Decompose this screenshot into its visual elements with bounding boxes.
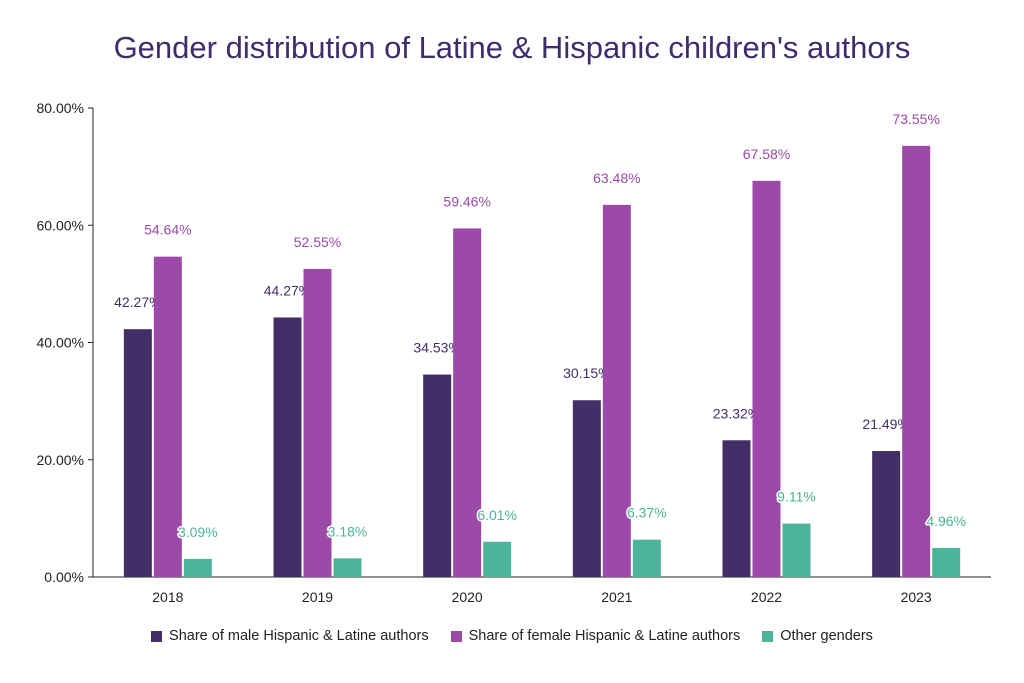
legend-swatch-other <box>762 630 774 642</box>
x-tick-label: 2021 <box>601 589 632 605</box>
data-label: 4.96% <box>926 513 966 529</box>
data-label: 63.48% <box>593 170 640 186</box>
legend-item-male: Share of male Hispanic & Latine authors <box>151 628 429 644</box>
bar-2023-series-1 <box>902 145 931 578</box>
data-label: 6.37% <box>627 505 667 521</box>
data-label: 44.27% <box>264 282 311 298</box>
data-label: 52.55% <box>294 234 341 250</box>
data-label: 3.18% <box>328 523 368 539</box>
x-tick-label: 2020 <box>452 589 483 605</box>
bar-2022-series-2 <box>782 523 811 577</box>
bar-2021-series-2 <box>632 539 661 577</box>
data-label: 54.64% <box>144 222 191 238</box>
x-tick-label: 2022 <box>751 589 782 605</box>
bar-2018-series-1 <box>153 256 182 577</box>
bar-2021-series-1 <box>602 204 631 577</box>
data-label: 6.01% <box>477 507 517 523</box>
legend-swatch-female <box>450 630 462 642</box>
y-tick-label: 40.00% <box>37 335 84 351</box>
bar-2018-series-2 <box>183 558 212 577</box>
bar-2020-series-0 <box>423 374 452 577</box>
x-tick-label: 2019 <box>302 589 333 605</box>
data-label: 30.15% <box>563 365 610 381</box>
bar-2019-series-0 <box>273 317 302 577</box>
data-label: 21.49% <box>862 416 909 432</box>
data-label: 59.46% <box>443 193 490 209</box>
data-label: 3.09% <box>178 524 218 540</box>
x-tick-label: 2023 <box>901 589 932 605</box>
legend: Share of male Hispanic & Latine authors … <box>0 628 1024 644</box>
bar-2023-series-2 <box>932 547 961 577</box>
bar-2021-series-0 <box>572 400 601 577</box>
bar-2023-series-0 <box>872 451 901 577</box>
chart-title: Gender distribution of Latine & Hispanic… <box>113 30 911 65</box>
y-tick-label: 20.00% <box>37 452 84 468</box>
legend-label-female: Share of female Hispanic & Latine author… <box>468 628 741 644</box>
legend-label-male: Share of male Hispanic & Latine authors <box>169 628 429 644</box>
legend-item-other: Other genders <box>762 628 873 644</box>
bar-2020-series-1 <box>453 228 482 577</box>
data-label: 23.32% <box>713 405 760 421</box>
legend-label-other: Other genders <box>780 628 873 644</box>
data-label: 9.11% <box>777 489 816 505</box>
bar-2020-series-2 <box>483 541 512 577</box>
bar-2022-series-0 <box>722 440 751 577</box>
bar-2019-series-2 <box>333 558 362 577</box>
data-label: 34.53% <box>413 340 460 356</box>
x-tick-label: 2018 <box>152 589 183 605</box>
data-label: 73.55% <box>892 111 939 127</box>
bar-2018-series-0 <box>123 329 152 577</box>
y-tick-label: 0.00% <box>44 569 84 585</box>
data-label: 42.27% <box>114 294 161 310</box>
legend-swatch-male <box>151 630 163 642</box>
legend-item-female: Share of female Hispanic & Latine author… <box>450 628 741 644</box>
y-tick-label: 60.00% <box>37 217 84 233</box>
bar-2022-series-1 <box>752 180 781 577</box>
y-tick-label: 80.00% <box>37 100 84 116</box>
data-label: 67.58% <box>743 146 790 162</box>
bar-2019-series-1 <box>303 268 332 577</box>
